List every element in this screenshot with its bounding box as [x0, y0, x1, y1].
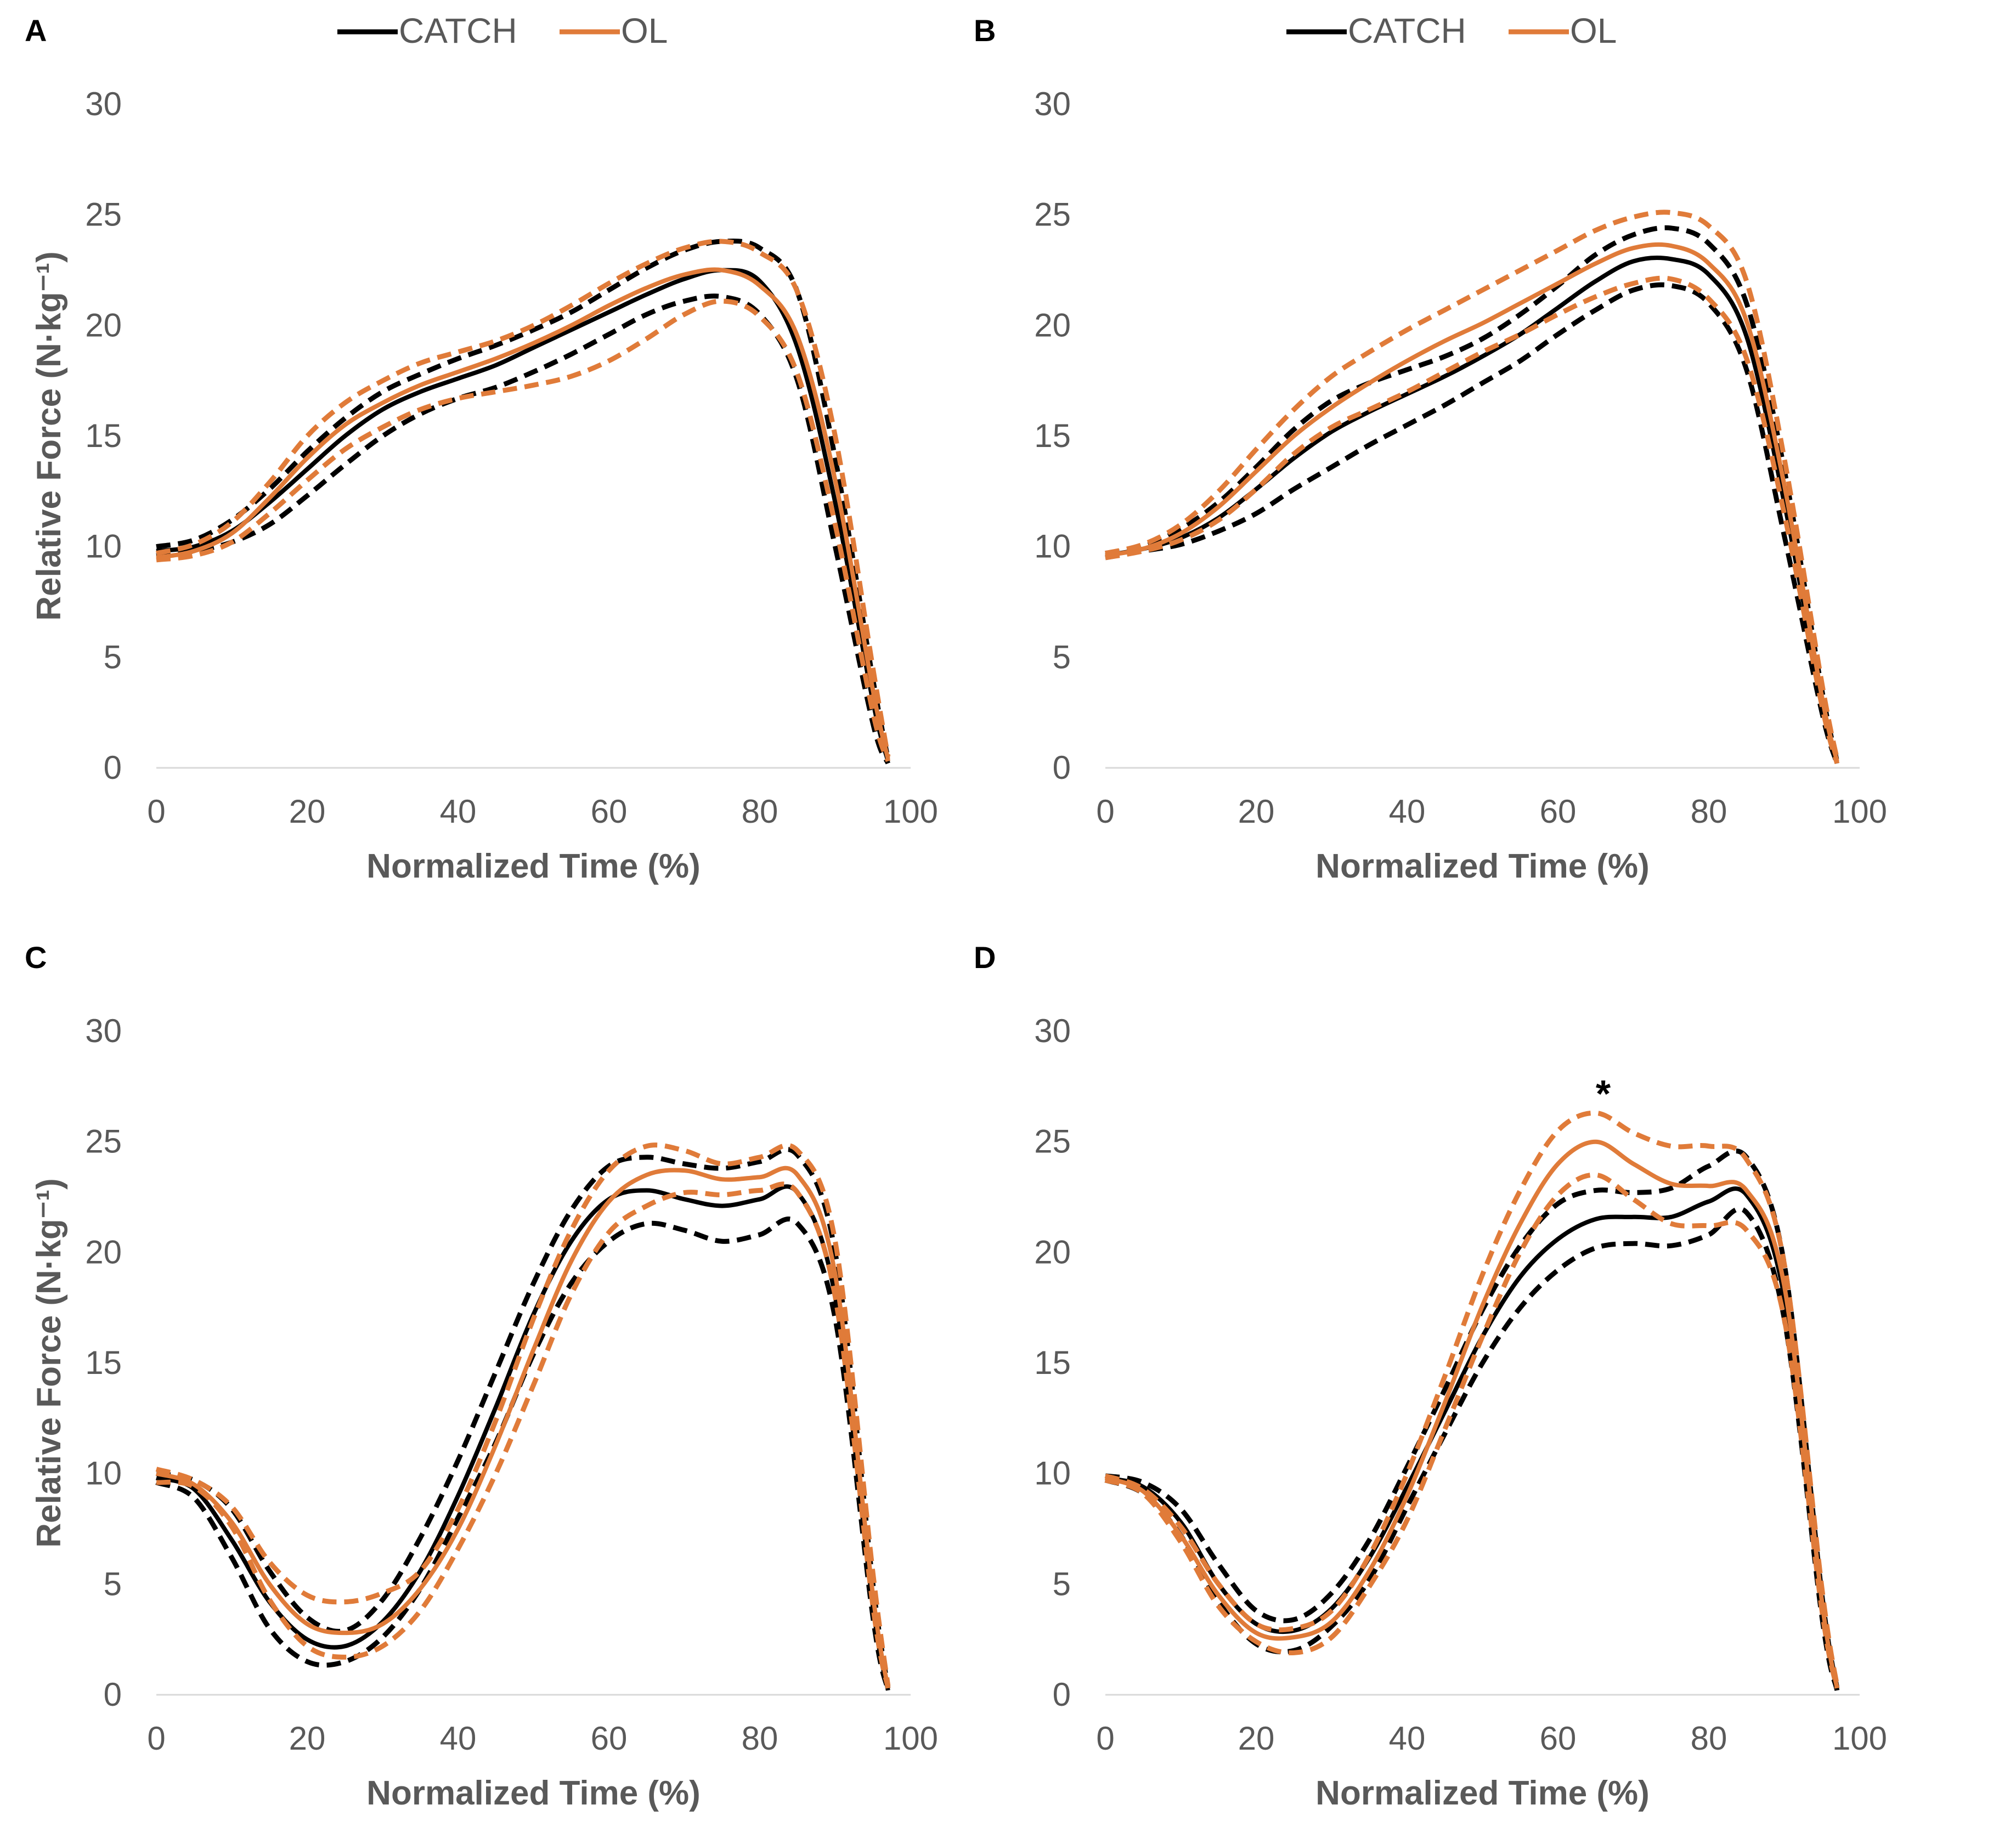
chart-panel-c: C 0 5 10 15 20 25 30 0 20 40 60 80 100 Normalized Time…: [25, 940, 938, 1812]
legend-label: OL: [621, 11, 668, 50]
x-tick-label: 60: [1540, 1720, 1577, 1757]
series-line-ol-mean: [1105, 242, 1839, 762]
x-tick-label: 40: [1389, 793, 1426, 830]
series-line-catch-sd: [1105, 1149, 1840, 1689]
series-line-catch-mean: [1105, 1186, 1839, 1691]
y-tick-label: 0: [104, 749, 122, 786]
y-tick-label: 10: [1034, 1455, 1071, 1492]
y-tick-label: 0: [1053, 749, 1071, 786]
x-tick-label: 80: [1691, 793, 1727, 830]
y-tick-label: 30: [1034, 1012, 1071, 1049]
x-tick-label: 20: [289, 793, 326, 830]
y-tick-label: 10: [1034, 528, 1071, 565]
y-tick-label: 15: [1034, 1344, 1071, 1381]
y-tick-label: 15: [85, 1344, 122, 1381]
x-tick-label: 60: [591, 1720, 628, 1757]
y-tick-label: 25: [1034, 1123, 1071, 1160]
y-tick-label: 15: [1034, 417, 1071, 454]
legend-item-ol: OL: [1509, 11, 1617, 50]
series-line-catch-mean: [155, 1184, 890, 1691]
x-tick-label: 100: [1832, 1720, 1887, 1757]
y-tick-label: 20: [85, 1234, 122, 1270]
y-tick-label: 5: [1053, 1565, 1071, 1602]
x-tick-label: 20: [1238, 793, 1275, 830]
series-line-ol-mean: [155, 1166, 890, 1689]
legend-label: OL: [1570, 11, 1617, 50]
x-axis-title: Normalized Time (%): [1315, 1774, 1650, 1812]
x-tick-label: 0: [147, 1720, 165, 1757]
x-axis-title: Normalized Time (%): [366, 1774, 701, 1812]
x-tick-label: 60: [1540, 793, 1577, 830]
series-line-ol-mean: [156, 267, 890, 760]
series-line-ol-sd: [155, 1142, 891, 1687]
y-tick-label: 20: [1034, 307, 1071, 343]
x-tick-label: 0: [1096, 1720, 1114, 1757]
series-line-ol-sd: [155, 239, 891, 757]
legend-label: CATCH: [399, 11, 517, 50]
series-line-ol-sd: [1105, 275, 1840, 765]
x-tick-label: 0: [1096, 793, 1114, 830]
series-line-catch-sd: [1105, 225, 1840, 762]
panel-label: C: [25, 940, 47, 975]
panel-label: B: [974, 13, 996, 48]
series-line-catch-sd: [156, 1147, 891, 1689]
y-tick-label: 20: [1034, 1234, 1071, 1270]
x-tick-label: 40: [440, 1720, 477, 1757]
y-tick-label: 0: [104, 1676, 122, 1713]
x-tick-label: 80: [742, 793, 778, 830]
y-tick-label: 5: [1053, 638, 1071, 675]
x-tick-label: 80: [742, 1720, 778, 1757]
legend-item-ol: OL: [560, 11, 668, 50]
series-line-ol-sd: [156, 298, 891, 762]
x-tick-label: 80: [1691, 1720, 1727, 1757]
series-line-catch-sd: [1104, 1206, 1840, 1691]
legend-item-catch: CATCH: [337, 11, 517, 50]
y-tick-label: 5: [104, 638, 122, 675]
x-tick-label: 100: [883, 1720, 938, 1757]
series-line-ol-sd: [1104, 1110, 1840, 1687]
series-line-catch-sd: [155, 1217, 891, 1691]
y-tick-label: 25: [1034, 196, 1071, 233]
y-axis-title: Relative Force (N·kg⁻¹): [30, 1178, 68, 1548]
series-line-catch-sd: [156, 238, 891, 760]
x-tick-label: 100: [883, 793, 938, 830]
y-tick-label: 5: [104, 1565, 122, 1602]
chart-panel-b: B 0 5 10 15 20 25 30 0 20 40 60 80 100 Normalized Time…: [974, 11, 1887, 885]
x-tick-label: 60: [591, 793, 628, 830]
x-tick-label: 20: [289, 1720, 326, 1757]
y-tick-label: 30: [85, 1012, 122, 1049]
series-line-ol-sd: [1104, 1172, 1840, 1689]
x-axis-title: Normalized Time (%): [366, 847, 701, 885]
panel-label: A: [25, 13, 47, 48]
y-tick-label: 30: [85, 86, 122, 122]
x-axis-title: Normalized Time (%): [1315, 847, 1650, 885]
x-tick-label: 0: [147, 793, 165, 830]
series-line-catch-sd: [1105, 282, 1840, 765]
series-line-catch-mean: [156, 268, 890, 762]
series-line-catch-sd: [156, 293, 891, 765]
series-line-ol-mean: [1104, 1139, 1839, 1689]
y-tick-label: 10: [85, 528, 122, 565]
legend-item-catch: CATCH: [1286, 11, 1466, 50]
x-tick-label: 100: [1832, 793, 1887, 830]
significance-marker: *: [1596, 1072, 1611, 1115]
x-tick-label: 40: [1389, 1720, 1426, 1757]
y-tick-label: 10: [85, 1455, 122, 1492]
y-tick-label: 15: [85, 417, 122, 454]
y-tick-label: 0: [1053, 1676, 1071, 1713]
y-tick-label: 20: [85, 307, 122, 343]
chart-panel-a: A 0 5 10 15 20 25 30 0 20 40 60 80 100 Normalized Time…: [25, 11, 938, 885]
y-tick-label: 25: [85, 1123, 122, 1160]
panel-label: D: [974, 940, 996, 975]
y-axis-title: Relative Force (N·kg⁻¹): [30, 251, 68, 621]
chart-panel-d: D 0 5 10 15 20 25 30 0 20 40 60 80 100 Normalized Time…: [974, 940, 1887, 1812]
legend-label: CATCH: [1348, 11, 1466, 50]
series-line-ol-sd: [1104, 210, 1840, 760]
series-line-ol-sd: [156, 1181, 891, 1689]
x-tick-label: 40: [440, 793, 477, 830]
y-tick-label: 30: [1034, 86, 1071, 122]
y-tick-label: 25: [85, 196, 122, 233]
x-tick-label: 20: [1238, 1720, 1275, 1757]
